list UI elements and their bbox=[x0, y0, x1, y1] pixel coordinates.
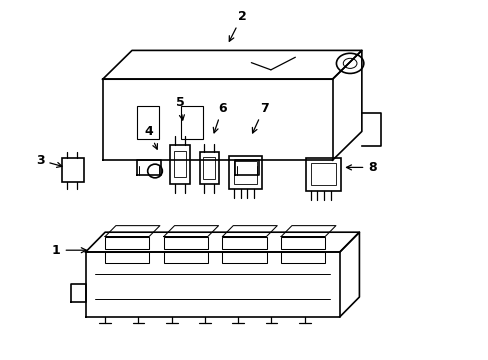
Text: 3: 3 bbox=[36, 154, 62, 167]
Bar bbox=[105, 237, 149, 249]
Bar bbox=[281, 252, 325, 263]
Bar bbox=[203, 157, 215, 179]
Text: 1: 1 bbox=[52, 244, 86, 257]
Text: 4: 4 bbox=[144, 125, 157, 149]
Bar bbox=[163, 237, 207, 249]
Bar bbox=[305, 158, 340, 191]
Bar bbox=[222, 252, 266, 263]
Text: 2: 2 bbox=[229, 10, 246, 41]
Bar bbox=[233, 161, 257, 184]
Text: 5: 5 bbox=[175, 96, 184, 120]
Bar bbox=[281, 237, 325, 249]
Bar bbox=[199, 152, 219, 184]
Bar bbox=[137, 106, 159, 139]
Bar bbox=[170, 145, 189, 184]
Bar bbox=[181, 106, 203, 139]
Bar bbox=[62, 158, 84, 182]
Bar bbox=[163, 252, 207, 263]
Bar bbox=[105, 252, 149, 263]
Text: 6: 6 bbox=[213, 102, 226, 133]
Bar bbox=[222, 237, 266, 249]
Bar bbox=[228, 156, 262, 189]
Bar bbox=[174, 151, 185, 177]
Text: 8: 8 bbox=[346, 161, 376, 174]
Bar bbox=[310, 163, 335, 185]
Text: 7: 7 bbox=[252, 102, 268, 133]
